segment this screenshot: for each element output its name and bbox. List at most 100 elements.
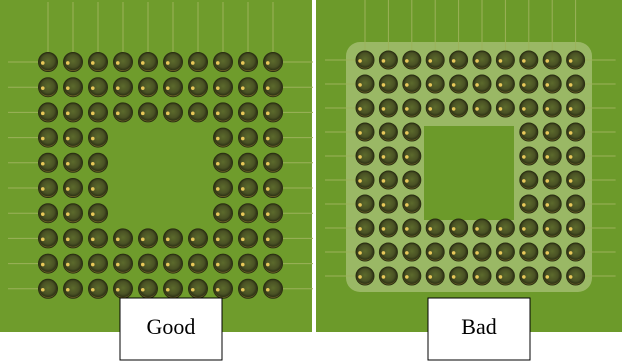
pad-highlight (116, 238, 120, 242)
pad-highlight (499, 251, 503, 255)
pad-highlight (405, 251, 409, 255)
pad-highlight (216, 137, 220, 141)
pad-highlight (66, 212, 70, 216)
pad-highlight (522, 155, 526, 159)
pad-highlight (266, 187, 270, 191)
pad-highlight (66, 162, 70, 166)
pad-highlight (241, 212, 245, 216)
pad-highlight (41, 288, 45, 292)
pad-highlight (569, 179, 573, 183)
pad-highlight (41, 238, 45, 242)
pad-highlight (452, 275, 456, 279)
pad-highlight (91, 61, 95, 65)
pad-highlight (358, 275, 362, 279)
pad-highlight (569, 131, 573, 135)
pad-highlight (41, 86, 45, 90)
figure: Good Bad (0, 0, 622, 361)
pad-highlight (545, 131, 549, 135)
pad-highlight (166, 238, 170, 242)
pad-highlight (191, 112, 195, 116)
pad-highlight (545, 251, 549, 255)
pad-highlight (191, 288, 195, 292)
pad-highlight (522, 227, 526, 231)
pad-highlight (545, 227, 549, 231)
pad-highlight (241, 187, 245, 191)
pad-highlight (428, 59, 432, 63)
pad-highlight (428, 227, 432, 231)
pad-highlight (91, 137, 95, 141)
pad-highlight (522, 107, 526, 111)
pad-highlight (41, 212, 45, 216)
pad-highlight (266, 162, 270, 166)
pad-highlight (499, 107, 503, 111)
pad-highlight (475, 107, 479, 111)
pad-highlight (358, 131, 362, 135)
pad-highlight (141, 86, 145, 90)
pad-highlight (382, 275, 386, 279)
pad-highlight (241, 61, 245, 65)
pad-highlight (116, 263, 120, 267)
pad-highlight (475, 59, 479, 63)
pad-highlight (405, 59, 409, 63)
label-good: Good (147, 314, 196, 339)
pad-highlight (405, 107, 409, 111)
pad-highlight (382, 131, 386, 135)
pad-highlight (475, 83, 479, 87)
pad-highlight (428, 251, 432, 255)
pad-highlight (66, 288, 70, 292)
pad-highlight (116, 288, 120, 292)
pad-highlight (358, 107, 362, 111)
pad-highlight (452, 83, 456, 87)
pad-highlight (545, 59, 549, 63)
pad-highlight (166, 86, 170, 90)
pad-highlight (405, 179, 409, 183)
pad-highlight (569, 251, 573, 255)
pad-highlight (405, 275, 409, 279)
pad-highlight (66, 86, 70, 90)
pad-highlight (266, 137, 270, 141)
pad-highlight (41, 61, 45, 65)
pad-highlight (545, 107, 549, 111)
pad-highlight (216, 61, 220, 65)
pad-highlight (499, 59, 503, 63)
pad-highlight (91, 86, 95, 90)
pad-highlight (91, 162, 95, 166)
pad-highlight (166, 263, 170, 267)
pad-highlight (191, 238, 195, 242)
pad-highlight (66, 61, 70, 65)
pad-highlight (91, 212, 95, 216)
pad-highlight (116, 112, 120, 116)
pad-highlight (166, 61, 170, 65)
pad-highlight (522, 59, 526, 63)
pad-highlight (382, 83, 386, 87)
pad-highlight (358, 179, 362, 183)
pad-highlight (545, 155, 549, 159)
pad-highlight (405, 131, 409, 135)
pad-highlight (216, 263, 220, 267)
pad-highlight (569, 275, 573, 279)
halo-center (424, 126, 514, 220)
page: Good Bad (() => { const data = JSON.pars… (0, 0, 622, 361)
pad-highlight (405, 155, 409, 159)
pad-highlight (428, 107, 432, 111)
pad-highlight (358, 227, 362, 231)
pad-highlight (475, 275, 479, 279)
pad-highlight (545, 179, 549, 183)
pad-highlight (41, 187, 45, 191)
pad-highlight (241, 86, 245, 90)
pad-highlight (41, 162, 45, 166)
pad-highlight (41, 112, 45, 116)
pad-highlight (545, 83, 549, 87)
pad-highlight (141, 288, 145, 292)
pad-highlight (569, 107, 573, 111)
pad-highlight (358, 83, 362, 87)
pad-highlight (91, 263, 95, 267)
pad-highlight (569, 203, 573, 207)
pad-highlight (191, 86, 195, 90)
pad-highlight (569, 227, 573, 231)
pad-highlight (545, 203, 549, 207)
pad-highlight (66, 112, 70, 116)
pad-highlight (241, 288, 245, 292)
pad-highlight (452, 107, 456, 111)
pad-highlight (405, 203, 409, 207)
